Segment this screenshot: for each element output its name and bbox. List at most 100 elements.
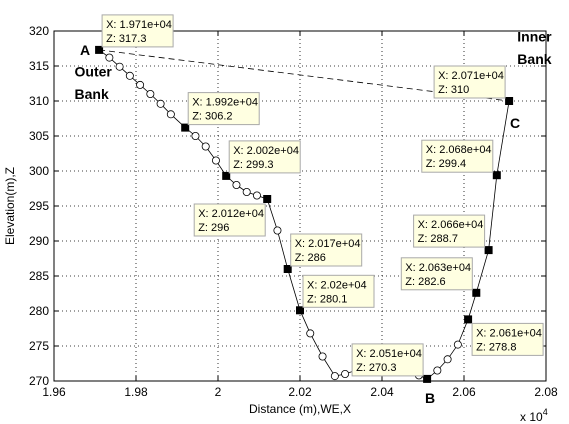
datatip-z-value: Z: 299.4 (426, 158, 466, 170)
datatip[interactable]: X: 1.971e+04 Z: 317.3 (101, 14, 174, 48)
datatip-box (351, 343, 424, 377)
x-axis-multiplier-exponent: 4 (543, 407, 548, 417)
datatip-z-value: Z: 296 (198, 222, 229, 234)
datatip-square-marker[interactable] (95, 45, 104, 54)
x-tick-label: 2.06 (452, 385, 476, 399)
x-tick-label: 1.98 (124, 385, 148, 399)
datatip[interactable]: X: 2.061e+04 Z: 278.8 (471, 322, 544, 356)
bank-label: Bank (517, 51, 551, 67)
datatip-box (187, 92, 260, 126)
x-tick-label: 2.02 (288, 385, 312, 399)
datatip[interactable]: X: 2.071e+04 Z: 310 (433, 65, 506, 99)
y-tick-label: 290 (29, 234, 49, 248)
x-axis-multiplier-base: x 10 (520, 410, 543, 424)
profile-circle-marker (146, 90, 155, 99)
profile-circle-marker (433, 366, 442, 375)
datatip-square-marker[interactable] (472, 288, 481, 297)
point-label-c: C (510, 115, 520, 131)
datatip-z-value: Z: 317.3 (106, 33, 146, 45)
y-tick-label: 320 (29, 24, 49, 38)
y-tick-label: 295 (29, 199, 49, 213)
profile-circle-marker (125, 71, 134, 80)
datatip-square-marker[interactable] (492, 171, 501, 180)
x-tick-label: 1.96 (42, 385, 66, 399)
profile-line (98, 49, 510, 380)
datatip[interactable]: X: 2.063e+04 Z: 282.6 (400, 257, 473, 291)
datatip-z-value: Z: 299.3 (233, 159, 273, 171)
datatip-box (471, 322, 544, 356)
profile-markers (95, 45, 514, 383)
datatip[interactable]: X: 2.066e+04 Z: 288.7 (413, 214, 486, 248)
profile-circle-marker (341, 369, 350, 378)
profile-circle-marker (115, 62, 124, 71)
datatip[interactable]: X: 2.02e+04 Z: 280.1 (302, 274, 375, 308)
datatip-box (400, 257, 473, 291)
axis-ticks: 1.96 1.98 2 2.02 2.04 2.06 2.08 270 275 280 285 290… (29, 24, 558, 399)
datatip-square-marker[interactable] (222, 171, 231, 180)
datatip-square-marker[interactable] (423, 374, 432, 383)
datatip[interactable]: X: 2.068e+04 Z: 299.4 (421, 139, 494, 173)
datatip-x-value: X: 2.017e+04 (295, 238, 361, 250)
datatip-box (101, 14, 174, 48)
datatip-z-value: Z: 306.2 (192, 111, 232, 123)
profile-circle-marker (443, 355, 452, 364)
datatip-z-value: Z: 286 (295, 252, 326, 264)
datatip[interactable]: X: 2.017e+04 Z: 286 (290, 233, 363, 267)
profile-circle-marker (232, 180, 241, 189)
datatip-x-value: X: 2.063e+04 (405, 262, 471, 274)
y-tick-label: 280 (29, 304, 49, 318)
datatip[interactable]: X: 2.012e+04 Z: 296 (193, 203, 266, 237)
profile-circle-marker (318, 352, 327, 361)
datatip-z-value: Z: 282.6 (405, 276, 445, 288)
datatip[interactable]: X: 2.002e+04 Z: 299.3 (228, 140, 301, 174)
datatip-box (193, 203, 266, 237)
y-axis-label: Elevation(m),Z (3, 167, 17, 245)
datatip-x-value: X: 2.071e+04 (438, 70, 504, 82)
y-tick-label: 310 (29, 94, 49, 108)
datatip-x-value: X: 2.051e+04 (356, 348, 422, 360)
datatip-square-marker[interactable] (505, 97, 514, 105)
x-axis-multiplier: x 104 (520, 407, 548, 424)
datatip-box (433, 65, 506, 99)
y-tick-label: 275 (29, 339, 49, 353)
x-tick-label: 2.08 (534, 385, 558, 399)
bank-label: Inner (517, 29, 552, 45)
profile-circle-marker (201, 142, 210, 151)
datatip-x-value: X: 1.971e+04 (106, 19, 172, 31)
datatip-square-marker[interactable] (263, 195, 272, 203)
profile-circle-marker (211, 156, 220, 165)
profile-circle-marker (105, 53, 114, 62)
datatip-box (228, 140, 301, 174)
profile-circle-marker (156, 99, 165, 108)
datatip-square-marker[interactable] (464, 315, 473, 324)
datatip-box (413, 214, 486, 248)
y-tick-label: 305 (29, 129, 49, 143)
datatip-z-value: Z: 288.7 (418, 233, 458, 245)
datatip-box (421, 139, 494, 173)
datatip-square-marker[interactable] (283, 265, 292, 273)
datatip-x-value: X: 1.992e+04 (192, 97, 258, 109)
y-tick-label: 300 (29, 164, 49, 178)
profile-circle-marker (252, 191, 261, 200)
datatip-z-value: Z: 270.3 (356, 362, 396, 374)
profile-circle-marker (273, 226, 282, 235)
datatip-square-marker[interactable] (296, 306, 304, 315)
datatip-z-value: Z: 310 (438, 84, 469, 96)
datatip-square-marker[interactable] (181, 123, 190, 132)
profile-circle-marker (242, 187, 251, 196)
y-tick-label: 270 (29, 374, 49, 388)
datatip-x-value: X: 2.068e+04 (426, 144, 492, 156)
datatip-z-value: Z: 278.8 (476, 341, 516, 353)
datatip-x-value: X: 2.002e+04 (233, 145, 299, 157)
datatip[interactable]: X: 2.051e+04 Z: 270.3 (351, 343, 424, 377)
bank-label: Bank (75, 86, 109, 102)
profile-circle-marker (136, 80, 145, 89)
profile-circle-marker (453, 340, 462, 349)
datatip-square-marker[interactable] (484, 246, 493, 255)
datatips: X: 1.971e+04 Z: 317.3 X: 1.992e+04 Z: 306.2… (101, 14, 544, 377)
datatip-box (302, 274, 375, 308)
x-tick-label: 2 (215, 385, 222, 399)
profile-circle-marker (166, 110, 175, 119)
datatip[interactable]: X: 1.992e+04 Z: 306.2 (187, 92, 260, 126)
